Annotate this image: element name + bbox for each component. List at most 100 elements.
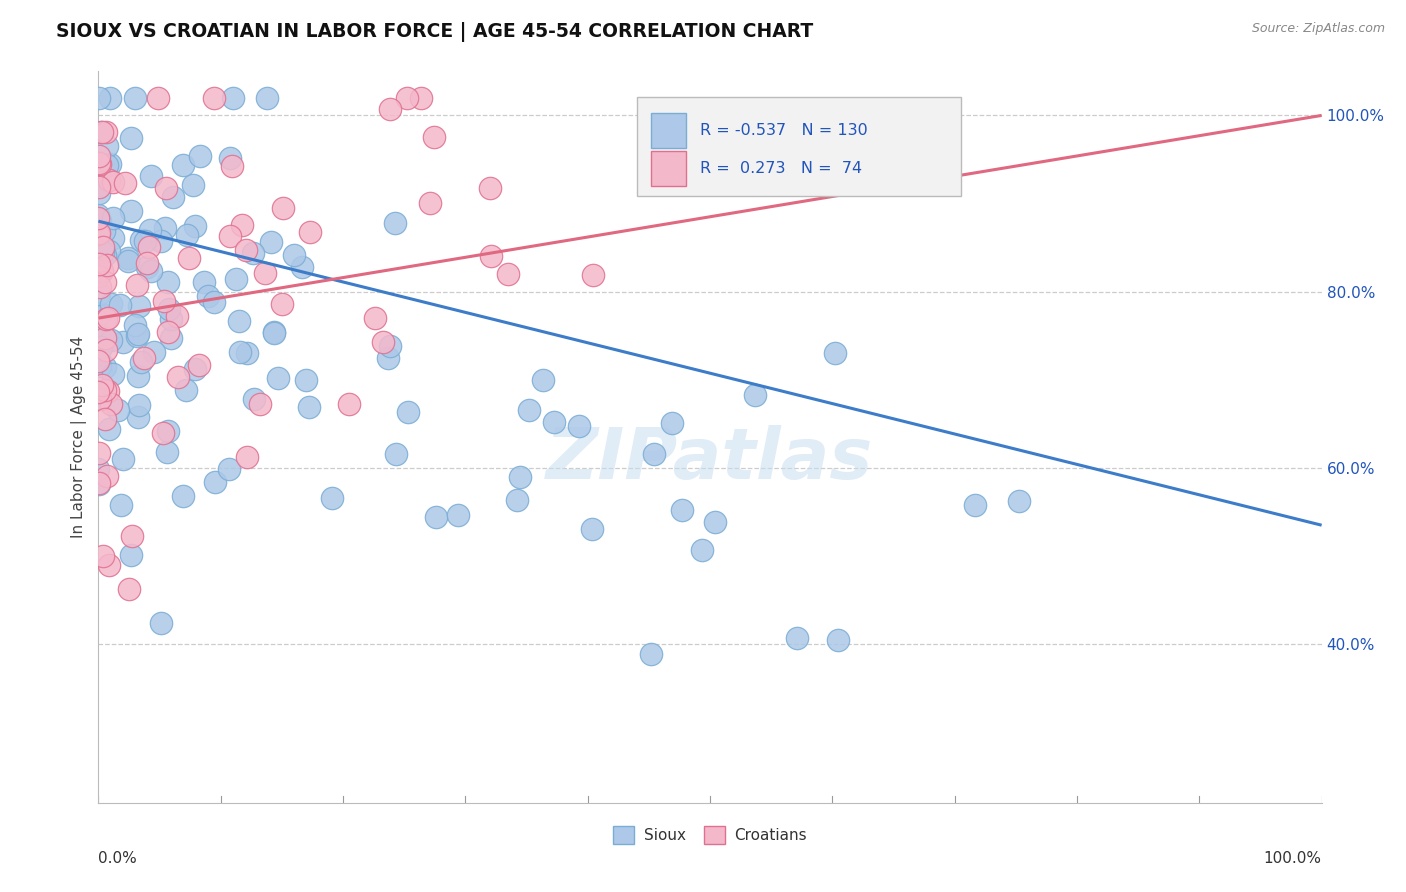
Point [187,358,209,372]
Point [90,340,112,354]
Point [582,268,605,282]
Point [91,549,114,564]
Point [121,204,143,219]
Point [91,264,114,278]
Point [447,508,470,522]
Point [204,475,226,489]
Point [89,343,111,358]
Point [197,289,219,303]
Point [479,181,502,195]
Text: SIOUX VS CROATIAN IN LABOR FORCE | AGE 45-54 CORRELATION CHART: SIOUX VS CROATIAN IN LABOR FORCE | AGE 4… [56,22,814,42]
Point [87,353,110,368]
Point [371,334,394,349]
Text: 0.0%: 0.0% [98,851,138,866]
Point [256,91,278,105]
Point [101,231,124,245]
Point [89,280,111,294]
Point [160,331,183,345]
Point [87,149,110,163]
Point [283,247,305,261]
Point [118,582,141,596]
Point [97,384,120,398]
Point [110,498,132,512]
Point [181,178,204,192]
Point [94,383,117,397]
Point [103,175,125,189]
Point [94,312,117,326]
Point [377,351,399,365]
Point [127,369,149,384]
Point [87,211,110,226]
Point [692,543,714,558]
Point [117,251,139,265]
Point [93,224,115,238]
Point [87,385,110,400]
Point [100,333,122,347]
Point [87,253,110,268]
Point [127,327,149,342]
Point [378,102,401,116]
Point [231,218,253,232]
Point [108,297,131,311]
Point [176,228,198,243]
Point [827,632,849,647]
Point [384,216,406,230]
Point [94,275,117,289]
Point [128,299,150,313]
Point [87,352,110,367]
Point [93,412,115,426]
Point [97,244,120,259]
Point [87,327,110,342]
Point [228,314,250,328]
Point [139,263,162,277]
Point [146,91,169,105]
Point [136,260,159,274]
Point [184,219,207,234]
FancyBboxPatch shape [651,113,686,148]
Text: ZIPatlas: ZIPatlas [547,425,873,493]
Point [124,91,146,105]
Point [87,186,110,201]
Point [152,294,174,309]
Point [114,177,136,191]
Point [87,208,110,222]
Point [263,326,285,340]
Point [91,245,114,260]
Point [94,331,117,345]
Point [321,491,343,505]
Point [157,301,180,316]
Point [517,403,540,417]
Point [744,388,766,402]
Point [509,470,531,484]
Point [90,378,112,392]
Point [117,253,139,268]
Point [506,493,529,508]
Point [221,159,243,173]
Point [162,190,184,204]
Point [965,498,987,512]
Point [87,269,110,284]
Legend: Sioux, Croatians: Sioux, Croatians [607,820,813,850]
Point [138,240,160,254]
Text: 100.0%: 100.0% [1264,851,1322,866]
Point [409,91,432,105]
Text: R =  0.273   N =  74: R = 0.273 N = 74 [700,161,862,176]
Point [157,325,180,339]
Point [235,450,257,464]
Point [425,510,447,524]
Point [1008,494,1031,508]
Point [153,221,176,235]
Point [496,267,519,281]
Point [294,373,316,387]
Point [422,130,444,145]
Point [291,260,314,275]
Point [824,346,846,360]
Point [172,158,194,172]
Point [112,334,135,349]
Point [139,223,162,237]
Point [90,253,112,268]
Point [174,383,197,397]
Point [101,211,124,225]
Point [581,522,603,536]
Point [129,355,152,369]
